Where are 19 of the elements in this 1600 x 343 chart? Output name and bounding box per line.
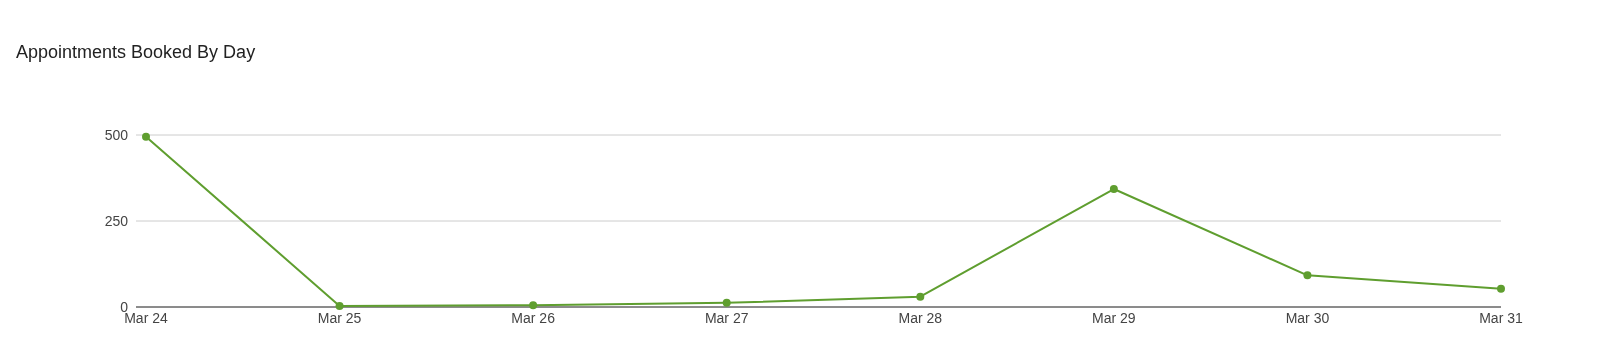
x-tick-label: Mar 30 (1285, 310, 1330, 326)
point (916, 292, 925, 301)
point (1303, 271, 1312, 280)
x-tick-label: Mar 26 (511, 310, 556, 326)
point (142, 132, 150, 141)
chart-title: Appointments Booked By Day (16, 42, 256, 62)
point (335, 301, 344, 310)
x-tick-label: Mar 31 (1479, 310, 1523, 326)
point (722, 298, 731, 307)
point (1109, 185, 1118, 194)
point (1497, 284, 1505, 293)
x-tick-label: Mar 29 (1092, 310, 1136, 326)
point (529, 301, 538, 310)
x-tick-label: Mar 28 (898, 310, 943, 326)
y-tick-label: 0 (120, 298, 129, 315)
x-tick-label: Mar 25 (317, 310, 362, 326)
y-tick-label: 250 (104, 212, 129, 229)
y-tick-label: 500 (104, 126, 129, 143)
x-tick-label: Mar 27 (704, 310, 749, 326)
